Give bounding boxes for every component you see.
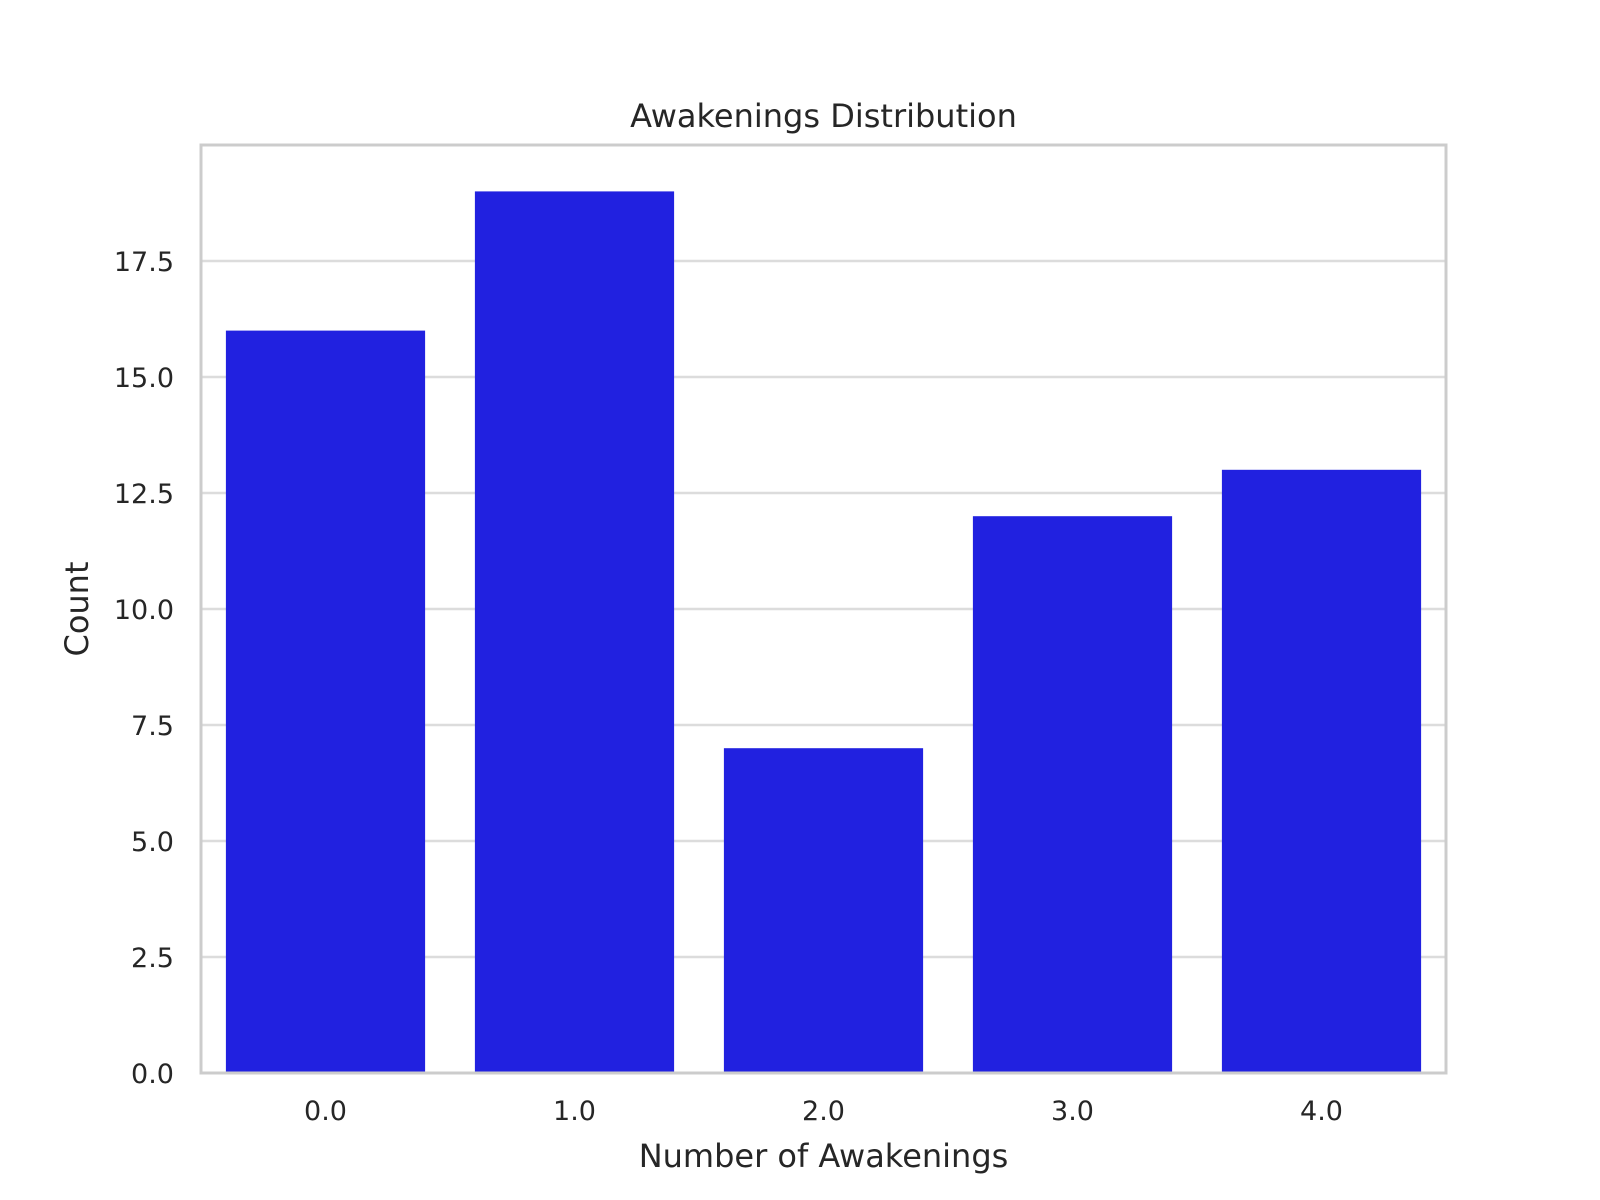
y-tick-label: 2.5 xyxy=(131,943,174,974)
x-tick-labels: 0.0 1.0 2.0 3.0 4.0 xyxy=(304,1096,1343,1127)
plot-frame xyxy=(199,143,1448,1075)
y-tick-label: 10.0 xyxy=(114,595,174,626)
y-axis-title: Count xyxy=(58,561,96,656)
y-tick-label: 5.0 xyxy=(131,827,174,858)
bar-3.0 xyxy=(972,516,1173,1073)
bar-1.0 xyxy=(474,191,675,1073)
x-tick-label: 4.0 xyxy=(1300,1096,1343,1127)
chart-title: Awakenings Distribution xyxy=(630,97,1017,135)
y-tick-label: 17.5 xyxy=(114,247,174,278)
x-tick-label: 0.0 xyxy=(304,1096,347,1127)
bar-4.0 xyxy=(1221,469,1422,1073)
x-tick-label: 1.0 xyxy=(553,1096,596,1127)
x-axis-title: Number of Awakenings xyxy=(639,1137,1009,1175)
x-tick-label: 3.0 xyxy=(1051,1096,1094,1127)
y-tick-label: 15.0 xyxy=(114,363,174,394)
y-tick-labels: 0.0 2.5 5.0 7.5 10.0 12.5 15.0 17.5 xyxy=(114,247,174,1090)
y-tick-label: 12.5 xyxy=(114,479,174,510)
y-tick-label: 0.0 xyxy=(131,1059,174,1090)
y-tick-label: 7.5 xyxy=(131,711,174,742)
bars xyxy=(225,191,1422,1074)
bar-2.0 xyxy=(723,748,924,1073)
bar-0.0 xyxy=(225,330,426,1074)
x-tick-label: 2.0 xyxy=(802,1096,845,1127)
